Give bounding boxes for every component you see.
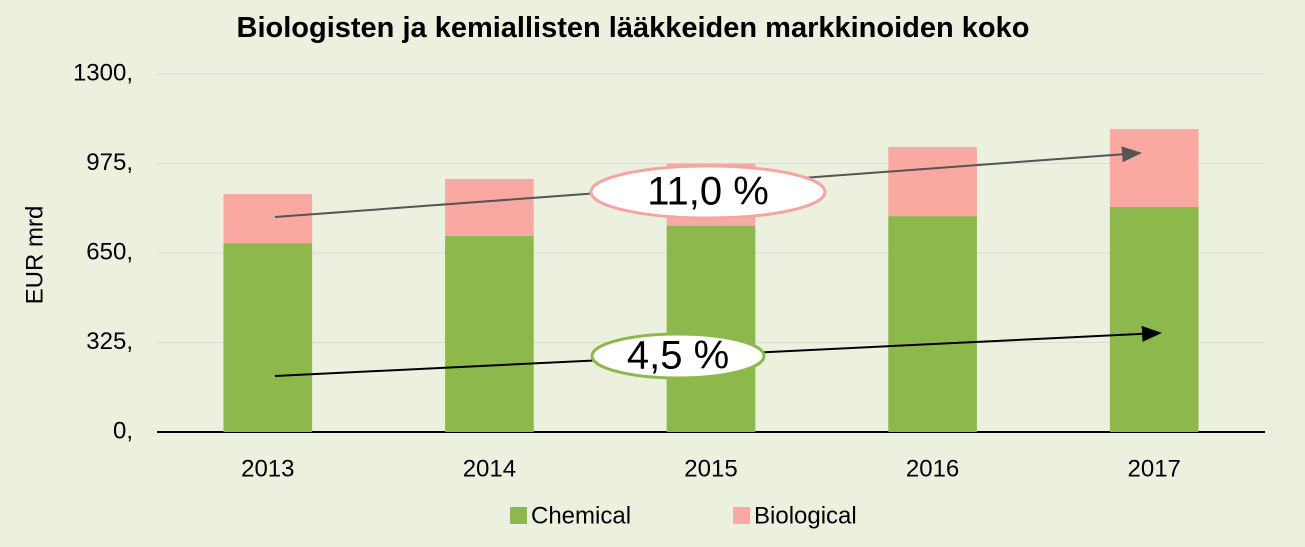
annotation-bubble xyxy=(589,164,827,220)
legend-label: Biological xyxy=(754,502,857,529)
bar-segment xyxy=(445,178,534,236)
x-tick-label: 2016 xyxy=(906,455,959,482)
y-tick-label: 0, xyxy=(113,417,133,444)
legend-swatch xyxy=(733,507,750,524)
y-axis-label: EUR mrd xyxy=(21,206,48,305)
y-tick-label: 325, xyxy=(86,328,133,355)
legend-swatch xyxy=(510,507,527,524)
annotation: 11,0 % xyxy=(647,170,769,214)
x-tick-label: 2017 xyxy=(1128,455,1181,482)
bar-segment xyxy=(223,194,313,244)
bar-segment xyxy=(445,235,534,432)
y-tick-label: 975, xyxy=(86,149,133,176)
bar-segment xyxy=(666,226,756,432)
legend-label: Chemical xyxy=(531,502,631,529)
x-tick-label: 2013 xyxy=(241,455,294,482)
annotation: 4,5 % xyxy=(627,334,729,378)
y-tick-label: 650, xyxy=(86,238,133,265)
bar-segment xyxy=(1109,207,1199,432)
bar-segment xyxy=(888,146,977,217)
chart-title: Biologisten ja kemiallisten lääkkeiden m… xyxy=(236,12,1030,44)
annotation-bubble xyxy=(590,332,766,380)
bar-segment xyxy=(223,243,313,432)
y-tick-label: 1300, xyxy=(73,59,133,86)
bar-segment xyxy=(1109,129,1199,208)
bar-segment xyxy=(888,216,977,432)
x-tick-label: 2015 xyxy=(684,455,737,482)
x-tick-label: 2014 xyxy=(463,455,516,482)
